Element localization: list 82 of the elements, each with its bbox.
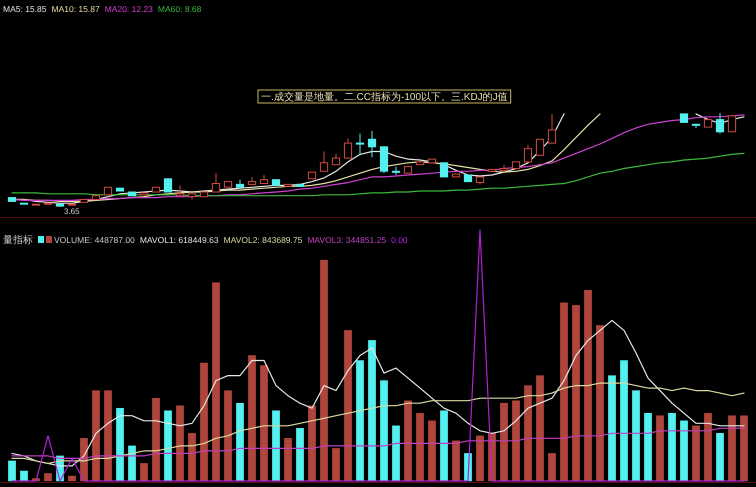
- text: MA20: 12.23: [104, 4, 154, 14]
- bar: [320, 260, 328, 482]
- bar: [140, 463, 148, 482]
- bar: [692, 426, 700, 482]
- text: MA5: 15.85: [3, 4, 47, 14]
- bar: [704, 412, 712, 482]
- bar: [428, 420, 436, 482]
- bar: [200, 362, 208, 482]
- candlestick: [548, 113, 556, 144]
- bar: [176, 405, 184, 482]
- bar: [308, 405, 316, 482]
- bar: [608, 375, 616, 482]
- candlestick: [536, 138, 544, 156]
- bar: [272, 410, 280, 482]
- candlestick: [368, 130, 376, 158]
- bar: [452, 440, 460, 482]
- bar: [92, 390, 100, 482]
- bar: [584, 290, 592, 482]
- bar: [632, 390, 640, 482]
- candlestick: [524, 144, 532, 162]
- bar: [404, 400, 412, 482]
- candlestick: [332, 152, 340, 166]
- bar: [164, 410, 172, 482]
- bar: [416, 412, 424, 482]
- text: MAVOL2: 843689.75: [224, 235, 303, 245]
- legend-label: VOLUME: 448787.00: [54, 235, 136, 245]
- bar: [104, 390, 112, 482]
- candlestick: [728, 115, 736, 132]
- bar: [212, 282, 220, 482]
- text: 一.成交量是地量。二.CC指标为-100以下。三.KDJ的J值: [261, 91, 508, 103]
- bar: [332, 448, 340, 482]
- bar: [656, 415, 664, 482]
- candlestick: [164, 178, 172, 192]
- candlestick: [344, 138, 352, 159]
- bar: [284, 438, 292, 482]
- bar: [236, 402, 244, 482]
- text: MAVOL1: 618449.63: [140, 235, 219, 245]
- bar: [68, 476, 76, 482]
- bar: [224, 390, 232, 482]
- bar: [572, 305, 580, 482]
- bar: [716, 433, 724, 482]
- candlestick: [212, 172, 220, 192]
- bar: [344, 330, 352, 482]
- text: MA10: 15.87: [51, 4, 100, 14]
- bar: [560, 302, 568, 482]
- candlestick: [716, 112, 724, 134]
- bar: [44, 473, 52, 482]
- bar: [248, 355, 256, 482]
- bar: [260, 365, 268, 482]
- bar: [380, 380, 388, 482]
- bar: [668, 412, 676, 482]
- text: 0.00: [391, 235, 408, 245]
- bar: [728, 415, 736, 482]
- bar: [392, 426, 400, 482]
- bar: [188, 433, 196, 482]
- bar: [8, 460, 16, 482]
- text: MA60: 8.68: [158, 4, 202, 14]
- text: 量指标: [3, 234, 33, 246]
- bar: [152, 398, 160, 482]
- bar: [548, 453, 556, 482]
- bar: [128, 446, 136, 482]
- candlestick: [356, 133, 364, 156]
- bar: [536, 375, 544, 482]
- bar: [356, 360, 364, 482]
- bar: [296, 428, 304, 482]
- bar: [620, 360, 628, 482]
- bar: [368, 340, 376, 482]
- bar: [512, 400, 520, 482]
- annotation: 3.65: [64, 207, 80, 216]
- bar: [644, 412, 652, 482]
- bar: [740, 415, 748, 482]
- candlestick: [320, 151, 328, 172]
- bar: [20, 470, 28, 482]
- bar: [596, 325, 604, 482]
- bar: [500, 402, 508, 482]
- bar: [440, 410, 448, 482]
- bar: [524, 385, 532, 482]
- bar: [476, 436, 484, 482]
- bar: [116, 408, 124, 482]
- text: MAVOL3: 344851.25: [307, 235, 386, 245]
- bar: [680, 420, 688, 482]
- candlestick: [440, 162, 448, 178]
